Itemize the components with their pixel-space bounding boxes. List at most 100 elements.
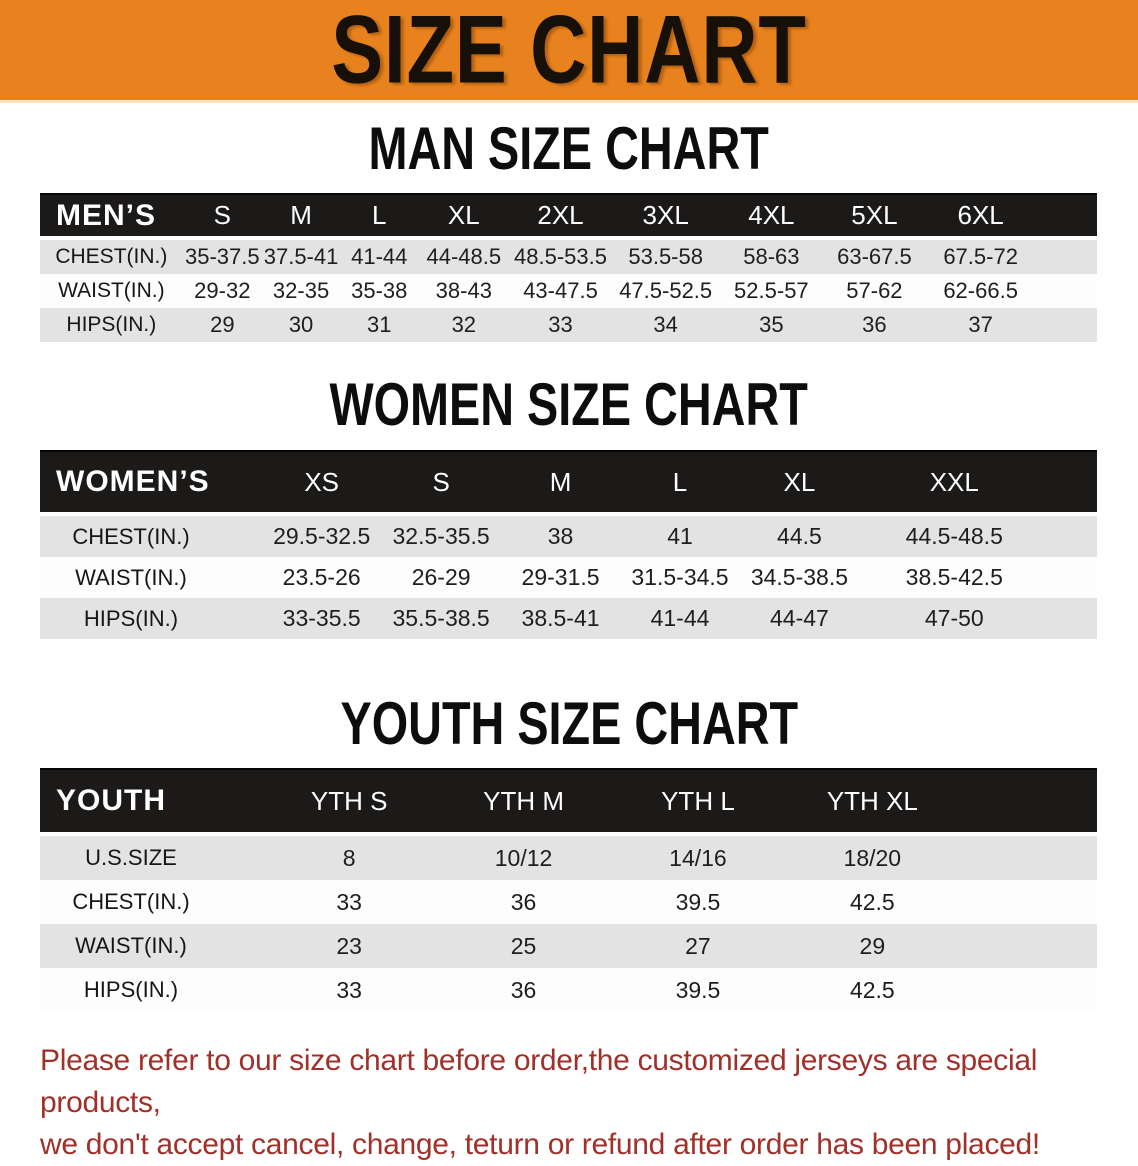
- row-spacer-cell: [1049, 516, 1097, 557]
- size-value-cell: 18/20: [785, 836, 960, 880]
- size-value-cell: 44.5-48.5: [859, 516, 1050, 557]
- row-spacer-cell: [1035, 308, 1097, 342]
- row-label: U.S.SIZE: [40, 836, 262, 880]
- size-value-cell: 29-31.5: [500, 557, 621, 598]
- header-spacer-cell: [959, 768, 1097, 836]
- size-value-cell: 29: [182, 308, 262, 342]
- size-column-header: L: [340, 193, 419, 240]
- size-value-cell: 43-47.5: [509, 274, 612, 308]
- size-value-cell: 41-44: [340, 240, 419, 274]
- size-column-header: M: [500, 450, 621, 516]
- size-value-cell: 35-37.5: [182, 240, 262, 274]
- women-section: WOMEN SIZE CHART WOMEN’S XS S M L XL XXL CHEST(…: [0, 371, 1138, 639]
- size-value-cell: 10/12: [436, 836, 611, 880]
- women-heading-text: WOMEN SIZE CHART: [329, 371, 809, 438]
- size-value-cell: 33: [509, 308, 612, 342]
- size-value-cell: 32.5-35.5: [381, 516, 501, 557]
- size-value-cell: 23: [261, 924, 437, 968]
- size-value-cell: 47-50: [859, 598, 1050, 639]
- size-column-header: YTH M: [436, 768, 611, 836]
- men-size-table-container: MEN’S S M L XL 2XL 3XL 4XL 5XL 6XL CHEST(IN.) 35-37…: [0, 193, 1138, 342]
- row-spacer-cell: [959, 968, 1097, 1012]
- row-label: HIPS(IN.): [40, 598, 262, 639]
- size-column-header: L: [620, 450, 740, 516]
- youth-section: YOUTH SIZE CHART YOUTH YTH S YTH M YTH L YTH…: [0, 690, 1138, 1012]
- size-value-cell: 27: [610, 924, 786, 968]
- row-label: WAIST(IN.): [40, 557, 262, 598]
- table-header-label: WOMEN’S: [40, 450, 262, 516]
- size-column-header: S: [381, 450, 501, 516]
- measurement-row: CHEST(IN.) 33 36 39.5 42.5: [40, 880, 1097, 924]
- row-spacer-cell: [1049, 598, 1097, 639]
- size-value-cell: 29.5-32.5: [261, 516, 382, 557]
- measurement-row: WAIST(IN.) 29-32 32-35 35-38 38-43 43-47.5 47.…: [40, 274, 1097, 308]
- size-column-header: YTH S: [261, 768, 437, 836]
- table-header-row: MEN’S S M L XL 2XL 3XL 4XL 5XL 6XL: [40, 193, 1097, 240]
- size-value-cell: 62-66.5: [925, 274, 1036, 308]
- size-column-header: S: [182, 193, 262, 240]
- size-column-header: YTH L: [610, 768, 786, 836]
- size-value-cell: 48.5-53.5: [509, 240, 612, 274]
- measurement-row: HIPS(IN.) 29 30 31 32 33 34 35 36 37: [40, 308, 1097, 342]
- size-value-cell: 34.5-38.5: [739, 557, 860, 598]
- footer-note: Please refer to our size chart before or…: [40, 1040, 1138, 1166]
- measurement-row: HIPS(IN.) 33-35.5 35.5-38.5 38.5-41 41-44 44-…: [40, 598, 1097, 639]
- measurement-row: U.S.SIZE 8 10/12 14/16 18/20: [40, 836, 1097, 880]
- size-value-cell: 53.5-58: [611, 240, 720, 274]
- size-column-header: 4XL: [719, 193, 824, 240]
- size-value-cell: 58-63: [719, 240, 824, 274]
- footer-note-line-1: Please refer to our size chart before or…: [40, 1044, 1038, 1119]
- table-header-row: WOMEN’S XS S M L XL XXL: [40, 450, 1097, 516]
- youth-size-table-container: YOUTH YTH S YTH M YTH L YTH XL U.S.SIZE 8 10/12…: [0, 768, 1138, 1012]
- size-value-cell: 39.5: [610, 968, 786, 1012]
- size-column-header: 6XL: [925, 193, 1036, 240]
- table-header-label: MEN’S: [40, 193, 183, 240]
- size-value-cell: 67.5-72: [925, 240, 1036, 274]
- size-value-cell: 35: [719, 308, 824, 342]
- men-heading-text: MAN SIZE CHART: [368, 115, 770, 182]
- size-value-cell: 41: [620, 516, 740, 557]
- size-value-cell: 30: [261, 308, 341, 342]
- women-size-table-container: WOMEN’S XS S M L XL XXL CHEST(IN.) 29.5-32.5 32.5…: [0, 450, 1138, 639]
- size-value-cell: 8: [261, 836, 437, 880]
- women-section-heading: WOMEN SIZE CHART: [0, 371, 1138, 438]
- size-value-cell: 32-35: [261, 274, 341, 308]
- men-section-heading: MAN SIZE CHART: [0, 115, 1138, 182]
- size-value-cell: 42.5: [785, 880, 960, 924]
- row-spacer-cell: [1035, 274, 1097, 308]
- size-value-cell: 44-47: [739, 598, 860, 639]
- row-spacer-cell: [1049, 557, 1097, 598]
- table-header-label: YOUTH: [40, 768, 262, 836]
- size-value-cell: 36: [823, 308, 926, 342]
- row-label: HIPS(IN.): [40, 308, 183, 342]
- header-spacer-cell: [1035, 193, 1097, 240]
- size-value-cell: 36: [436, 880, 611, 924]
- footer-note-line-2: we don't accept cancel, change, teturn o…: [40, 1128, 1040, 1161]
- size-value-cell: 29-32: [182, 274, 262, 308]
- size-value-cell: 36: [436, 968, 611, 1012]
- size-value-cell: 35-38: [340, 274, 419, 308]
- measurement-row: HIPS(IN.) 33 36 39.5 42.5: [40, 968, 1097, 1012]
- youth-size-table: YOUTH YTH S YTH M YTH L YTH XL U.S.SIZE 8 10/12…: [40, 768, 1097, 1012]
- row-spacer-cell: [959, 836, 1097, 880]
- row-spacer-cell: [959, 924, 1097, 968]
- size-value-cell: 38.5-42.5: [859, 557, 1050, 598]
- size-value-cell: 38: [500, 516, 621, 557]
- measurement-row: CHEST(IN.) 35-37.5 37.5-41 41-44 44-48.5 48.5…: [40, 240, 1097, 274]
- size-value-cell: 52.5-57: [719, 274, 824, 308]
- size-value-cell: 32: [418, 308, 510, 342]
- size-value-cell: 38-43: [418, 274, 510, 308]
- row-spacer-cell: [1035, 240, 1097, 274]
- header-spacer-cell: [1049, 450, 1097, 516]
- row-label: CHEST(IN.): [40, 516, 262, 557]
- size-value-cell: 29: [785, 924, 960, 968]
- youth-heading-text: YOUTH SIZE CHART: [340, 690, 798, 757]
- measurement-row: WAIST(IN.) 23.5-26 26-29 29-31.5 31.5-34.5 34…: [40, 557, 1097, 598]
- row-label: HIPS(IN.): [40, 968, 262, 1012]
- size-column-header: 2XL: [509, 193, 612, 240]
- size-value-cell: 14/16: [610, 836, 786, 880]
- size-value-cell: 37.5-41: [261, 240, 341, 274]
- size-value-cell: 42.5: [785, 968, 960, 1012]
- row-label: CHEST(IN.): [40, 240, 183, 274]
- size-value-cell: 57-62: [823, 274, 926, 308]
